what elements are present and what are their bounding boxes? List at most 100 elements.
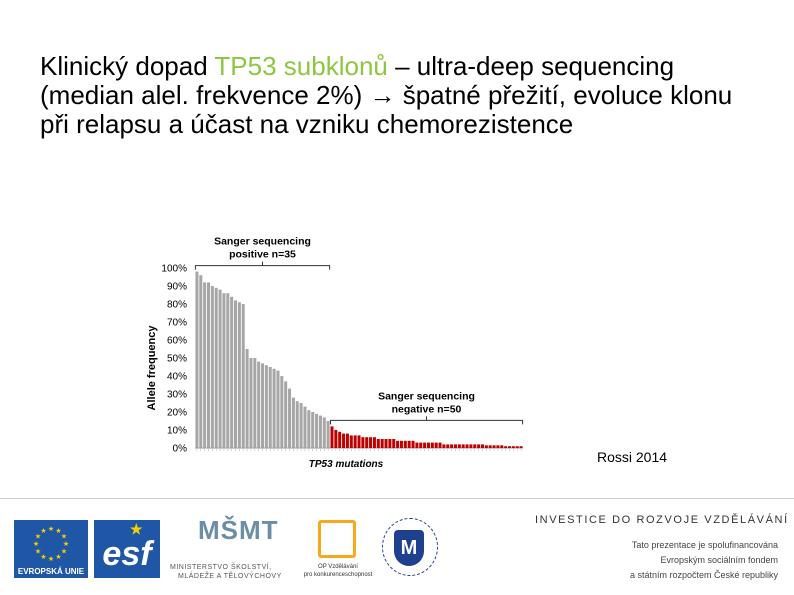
op-line1: OP Vzdělávání xyxy=(318,564,358,570)
bar xyxy=(419,442,423,448)
bar xyxy=(349,435,353,448)
bar xyxy=(207,282,211,448)
eu-star-icon: ★ xyxy=(35,533,41,541)
title-part1: Klinický dopad xyxy=(40,51,215,81)
bar xyxy=(315,413,319,448)
seal-ring-icon xyxy=(382,518,438,576)
x-axis-label: TP53 mutations xyxy=(309,459,384,470)
bar xyxy=(399,440,403,448)
y-axis-label: Allele frequency xyxy=(146,325,158,411)
esf-star-icon: ★ xyxy=(130,521,143,537)
muni-seal-logo: M xyxy=(382,516,442,580)
bar xyxy=(446,444,450,448)
eu-star-icon: ★ xyxy=(40,553,46,561)
bar xyxy=(457,444,461,448)
title-part2: – ultra-deep sequencing (median alel. fr… xyxy=(40,51,733,139)
annotation-line2: negative n=50 xyxy=(392,403,462,415)
bar xyxy=(330,426,334,448)
bar xyxy=(496,445,500,448)
op-line2: pro konkurenceschopnost xyxy=(303,572,373,578)
op-vk-logo: OP Vzdělávání pro konkurenceschopnost xyxy=(298,520,378,580)
bar xyxy=(361,437,365,448)
bar xyxy=(342,433,346,448)
eu-star-icon: ★ xyxy=(48,525,54,533)
bar xyxy=(423,442,427,448)
invest-line3: a státním rozpočtem České republiky xyxy=(629,570,778,580)
y-tick-label: 80% xyxy=(167,300,187,311)
bar xyxy=(288,388,292,448)
bar xyxy=(241,304,245,448)
slide-title: Klinický dopad TP53 subklonů – ultra-dee… xyxy=(40,52,760,139)
eu-star-icon: ★ xyxy=(61,533,67,541)
bar xyxy=(291,397,295,448)
bar xyxy=(234,300,238,448)
allele-frequency-chart: 0% 10% 20% 30% 40% 50% 60% 70% 80% 90% 100% Sanger… xyxy=(146,236,524,470)
annotation-bracket xyxy=(330,416,524,425)
bar xyxy=(484,445,488,448)
bar xyxy=(357,435,361,448)
bar xyxy=(376,439,380,448)
eu-star-icon: ★ xyxy=(55,527,61,535)
bar xyxy=(480,444,484,448)
bar xyxy=(195,271,199,448)
bar xyxy=(453,444,457,448)
bar xyxy=(226,293,230,448)
source-note: Rossi 2014 xyxy=(597,449,668,465)
bar xyxy=(473,444,477,448)
bar xyxy=(511,446,515,448)
y-tick-label: 90% xyxy=(167,282,187,293)
y-tick-label: 60% xyxy=(167,336,187,347)
bar xyxy=(465,444,469,448)
bars xyxy=(195,271,523,448)
bar xyxy=(519,446,523,448)
esf-logo: ★ esf xyxy=(94,520,160,578)
annotation-line1: Sanger sequencing xyxy=(214,236,311,248)
bar xyxy=(334,430,338,448)
bar xyxy=(230,296,234,448)
bar xyxy=(461,444,465,448)
bar xyxy=(218,289,222,448)
bar xyxy=(396,440,400,448)
bar xyxy=(280,376,284,448)
bar xyxy=(515,446,519,448)
bar xyxy=(318,415,322,448)
eu-star-icon: ★ xyxy=(48,555,54,563)
bar xyxy=(295,401,299,448)
bar xyxy=(426,442,430,448)
invest-line2: Evropským sociálním fondem xyxy=(660,555,778,565)
bar xyxy=(299,403,303,448)
bar xyxy=(253,358,257,448)
bar xyxy=(261,363,265,448)
bar xyxy=(384,439,388,448)
bar xyxy=(303,406,307,448)
y-tick-label: 100% xyxy=(161,264,187,275)
bar xyxy=(307,410,311,448)
bar xyxy=(488,445,492,448)
bar xyxy=(249,358,253,448)
footer-divider xyxy=(0,498,794,499)
bar xyxy=(268,367,272,448)
bar xyxy=(257,361,261,448)
bar xyxy=(311,412,315,448)
bar xyxy=(210,286,214,448)
bar xyxy=(430,442,434,448)
bar xyxy=(434,442,438,448)
bar xyxy=(322,417,326,448)
eu-flag-logo: ★ ★ ★ ★ ★ ★ ★ ★ ★ ★ ★ ★ EVROPSKÁ UNIE xyxy=(14,520,88,578)
y-tick-label: 70% xyxy=(167,318,187,329)
op-frame-icon xyxy=(318,520,356,558)
bar xyxy=(326,421,330,448)
bar xyxy=(353,435,357,448)
annotation-line1: Sanger sequencing xyxy=(378,390,475,402)
bar xyxy=(214,287,218,448)
eu-star-icon: ★ xyxy=(35,548,41,556)
invest-line1: Tato prezentace je spolufinancována xyxy=(631,540,778,550)
eu-stars-icon: ★★★★★★★★★ ★ ★★ xyxy=(33,525,69,563)
msmt-mark: MŠMT xyxy=(198,515,279,545)
esf-text: esf xyxy=(102,535,152,573)
bar xyxy=(380,439,384,448)
bar xyxy=(276,370,280,448)
invest-title: INVESTICE DO ROZVOJE VZDĚLÁVÁNÍ xyxy=(535,514,789,526)
bar xyxy=(237,302,241,448)
